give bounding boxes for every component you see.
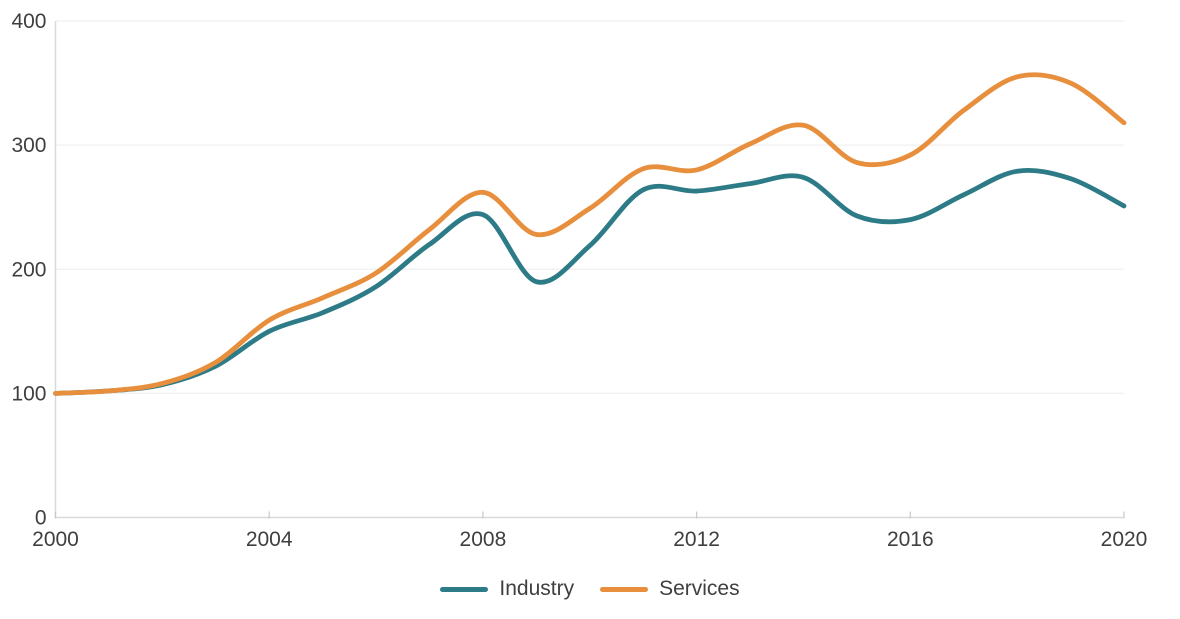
y-axis-label: 0 xyxy=(35,507,47,530)
x-axis-label: 2004 xyxy=(246,528,293,551)
x-axis-label: 2012 xyxy=(673,528,720,551)
x-axis-label: 2020 xyxy=(1101,528,1148,551)
y-axis-label: 100 xyxy=(11,382,46,405)
y-axis-label: 200 xyxy=(11,258,46,281)
chart-legend: Industry Services xyxy=(0,560,1180,619)
industry-legend-line-icon xyxy=(440,587,489,592)
services-legend-line-icon xyxy=(600,587,649,592)
legend-item-industry: Industry xyxy=(440,578,574,601)
industry-line xyxy=(53,168,1127,396)
line-chart: 2000 2004 2008 2012 2016 2020 0 100 200 300 400 xyxy=(11,10,1148,551)
x-axis-label: 2000 xyxy=(32,528,79,551)
legend-label-industry: Industry xyxy=(499,577,575,600)
services-line xyxy=(53,72,1127,396)
y-axis-label: 300 xyxy=(11,134,46,157)
y-axis-label: 400 xyxy=(11,10,46,33)
x-axis-label: 2016 xyxy=(887,528,934,551)
legend-label-services: Services xyxy=(659,577,740,600)
legend-item-services: Services xyxy=(600,578,740,601)
x-axis-label: 2008 xyxy=(460,528,507,551)
